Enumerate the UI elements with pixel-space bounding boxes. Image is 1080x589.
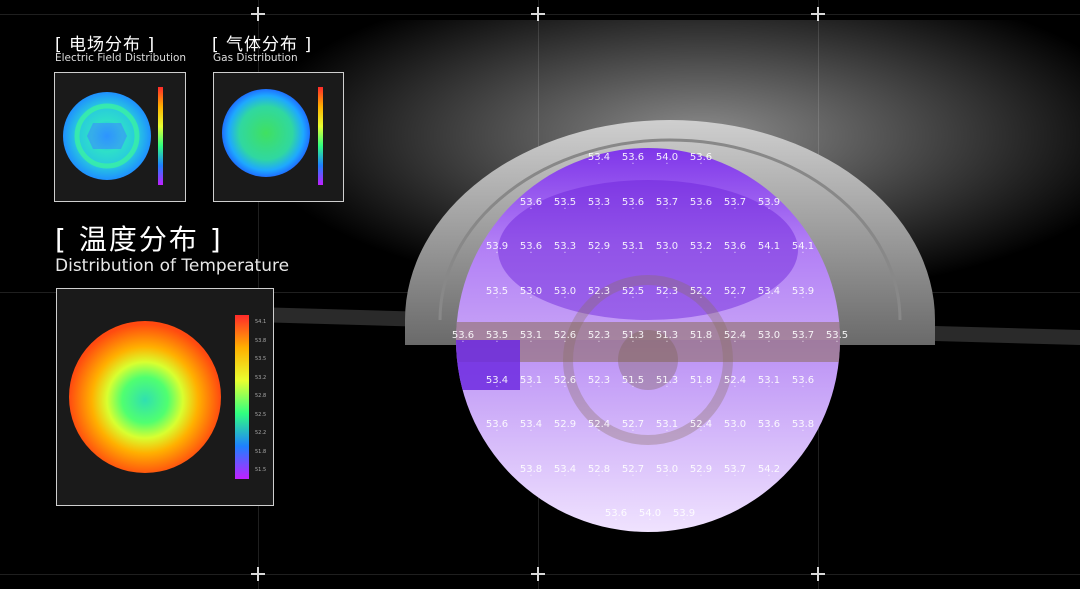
wafer-temp-value: 52.3 xyxy=(649,286,685,301)
wafer-temp-value: 53.0 xyxy=(513,286,549,301)
crosshair-mark xyxy=(531,7,545,21)
wafer-temp-value: 52.4 xyxy=(683,419,719,434)
wafer-temp-value: 52.3 xyxy=(581,286,617,301)
crosshair-mark xyxy=(811,7,825,21)
temperature-legend-tick: 53.5 xyxy=(255,356,267,362)
wafer-temp-value: 53.4 xyxy=(581,152,617,167)
wafer-temp-value: 53.6 xyxy=(513,197,549,212)
crosshair-mark xyxy=(251,567,265,581)
wafer-temp-value: 52.8 xyxy=(581,464,617,479)
wafer-temp-value: 53.9 xyxy=(666,508,702,523)
wafer-temp-value: 53.0 xyxy=(717,419,753,434)
temperature-title-cn: [ 温度分布 ] xyxy=(55,223,223,256)
wafer-temp-value: 53.1 xyxy=(513,375,549,390)
wafer-temp-value: 53.5 xyxy=(819,330,855,345)
wafer-temp-value: 51.8 xyxy=(683,330,719,345)
gas-title-en: Gas Distribution xyxy=(213,52,298,64)
wafer-temp-value: 53.9 xyxy=(751,197,787,212)
wafer-temp-value: 53.6 xyxy=(717,241,753,256)
wafer-temp-value: 53.6 xyxy=(445,330,481,345)
wafer-temp-value: 53.0 xyxy=(649,464,685,479)
wafer-temp-value: 53.4 xyxy=(513,419,549,434)
wafer-temp-value: 52.5 xyxy=(615,286,651,301)
wafer-temp-value: 53.9 xyxy=(785,286,821,301)
crosshair-mark xyxy=(531,567,545,581)
temperature-legend-tick: 54.1 xyxy=(255,319,267,325)
wafer-temp-value: 52.6 xyxy=(547,330,583,345)
wafer-temp-value: 53.7 xyxy=(717,197,753,212)
wafer-temp-value: 53.6 xyxy=(615,152,651,167)
temperature-legend-tick: 53.2 xyxy=(255,374,267,381)
wafer-temp-value: 51.3 xyxy=(649,330,685,345)
temperature-legend-tick: 51.8 xyxy=(255,448,267,455)
temperature-panel: 54.1 53.8 53.5 53.2 52.8 52.5 52.2 51.8 51.5 xyxy=(56,288,274,506)
gas-title-cn: [ 气体分布 ] xyxy=(212,35,313,55)
wafer-temp-value: 53.7 xyxy=(649,197,685,212)
gas-panel xyxy=(213,72,344,202)
wafer-temp-value: 52.6 xyxy=(547,375,583,390)
wafer-temp-value: 54.1 xyxy=(751,241,787,256)
temperature-legend-tick: 52.2 xyxy=(255,430,267,436)
wafer-temp-value: 53.6 xyxy=(513,241,549,256)
wafer-temp-value: 53.0 xyxy=(547,286,583,301)
wafer-temp-value: 54.1 xyxy=(785,241,821,256)
wafer-temp-value: 52.9 xyxy=(547,419,583,434)
wafer-temp-value: 53.8 xyxy=(513,464,549,479)
electric-field-title-cn: [ 电场分布 ] xyxy=(55,35,156,55)
wafer-temp-value: 53.6 xyxy=(615,197,651,212)
electric-field-panel xyxy=(54,72,186,202)
wafer-temp-value: 53.1 xyxy=(751,375,787,390)
crosshair-mark xyxy=(811,567,825,581)
wafer-temp-value: 53.1 xyxy=(615,241,651,256)
wafer-temp-value: 54.2 xyxy=(751,464,787,479)
wafer-temp-value: 53.6 xyxy=(598,508,634,523)
wafer-temp-value: 52.3 xyxy=(581,330,617,345)
wafer-temp-value: 54.0 xyxy=(632,508,668,523)
wafer-temp-value: 53.3 xyxy=(581,197,617,212)
wafer-temp-value: 53.5 xyxy=(479,286,515,301)
wafer-temp-value: 53.2 xyxy=(683,241,719,256)
wafer-temp-value: 51.8 xyxy=(683,375,719,390)
temperature-legend-tick: 53.8 xyxy=(255,337,267,344)
wafer-temp-value: 53.7 xyxy=(717,464,753,479)
wafer-temp-value: 52.7 xyxy=(615,419,651,434)
temperature-legend-tick: 52.5 xyxy=(255,411,267,418)
wafer-temp-value: 53.6 xyxy=(683,197,719,212)
wafer-temp-value: 53.4 xyxy=(479,375,515,390)
temperature-legend-tick: 52.8 xyxy=(255,393,267,399)
temperature-title-en: Distribution of Temperature xyxy=(55,256,290,276)
wafer-temp-value: 53.0 xyxy=(751,330,787,345)
temperature-legend-tick: 51.5 xyxy=(255,467,267,473)
wafer-temp-value: 52.7 xyxy=(717,286,753,301)
wafer-temp-value: 53.0 xyxy=(649,241,685,256)
wafer-temp-value: 53.5 xyxy=(547,197,583,212)
wafer-temp-value: 53.4 xyxy=(547,464,583,479)
wafer-temp-value: 52.4 xyxy=(717,375,753,390)
wafer-temp-value: 53.6 xyxy=(785,375,821,390)
wafer-temp-value: 54.0 xyxy=(649,152,685,167)
wafer-temp-value: 51.3 xyxy=(649,375,685,390)
wafer-temp-value: 52.7 xyxy=(615,464,651,479)
wafer-temp-value: 51.5 xyxy=(615,375,651,390)
wafer-temp-value: 52.2 xyxy=(683,286,719,301)
wafer-temp-value: 52.3 xyxy=(581,375,617,390)
crosshair-mark xyxy=(251,7,265,21)
wafer-temp-value: 52.4 xyxy=(717,330,753,345)
wafer-temp-value: 52.9 xyxy=(581,241,617,256)
wafer-temp-value: 53.6 xyxy=(479,419,515,434)
wafer-temp-value: 53.5 xyxy=(479,330,515,345)
wafer-temp-value: 53.6 xyxy=(683,152,719,167)
wafer-temp-value: 51.3 xyxy=(615,330,651,345)
electric-field-title-en: Electric Field Distribution xyxy=(55,52,187,64)
wafer-temp-value: 53.3 xyxy=(547,241,583,256)
wafer-temp-value: 53.6 xyxy=(751,419,787,434)
wafer-temp-value: 53.1 xyxy=(649,419,685,434)
wafer-temp-value: 53.8 xyxy=(785,419,821,434)
wafer-temp-value: 53.1 xyxy=(513,330,549,345)
wafer-temp-value: 53.4 xyxy=(751,286,787,301)
wafer-temp-value: 52.4 xyxy=(581,419,617,434)
wafer-temp-value: 53.9 xyxy=(479,241,515,256)
wafer-temp-value: 52.9 xyxy=(683,464,719,479)
wafer-temp-value: 53.7 xyxy=(785,330,821,345)
